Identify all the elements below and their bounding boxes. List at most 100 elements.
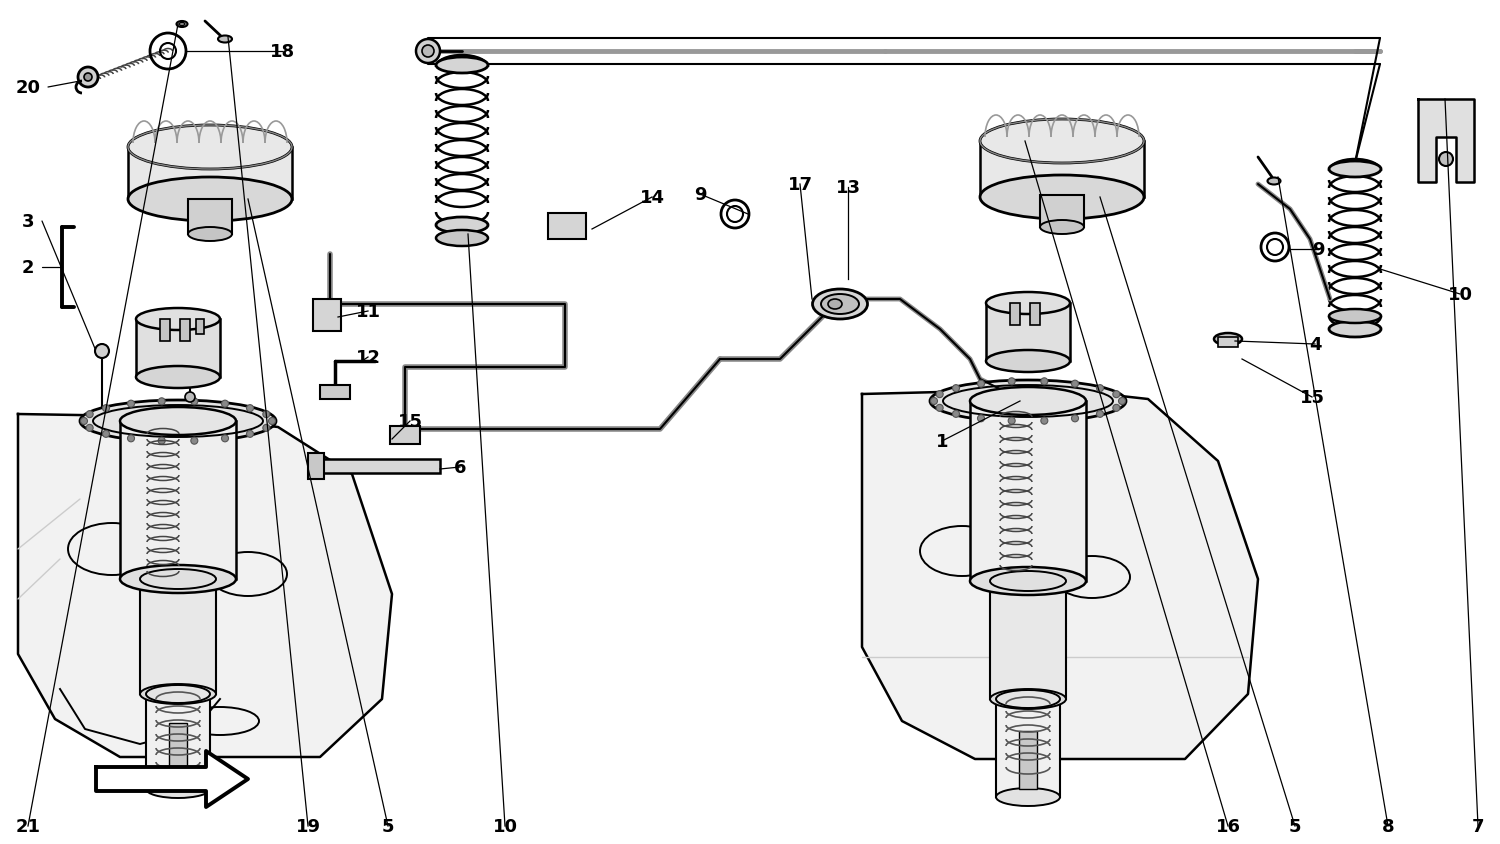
Bar [160, 320, 170, 342]
Circle shape [262, 425, 270, 432]
Text: 3: 3 [22, 213, 34, 230]
Ellipse shape [136, 366, 220, 388]
Bar [548, 214, 586, 240]
Circle shape [190, 398, 198, 405]
Ellipse shape [140, 570, 216, 589]
Circle shape [262, 411, 270, 418]
Ellipse shape [436, 58, 488, 74]
Bar [1218, 338, 1237, 348]
Circle shape [158, 398, 165, 405]
Ellipse shape [146, 780, 210, 798]
Text: 15: 15 [1299, 388, 1324, 407]
Circle shape [978, 415, 984, 422]
Circle shape [1113, 392, 1120, 398]
Circle shape [102, 405, 110, 412]
Circle shape [78, 68, 98, 88]
Circle shape [128, 436, 135, 442]
Circle shape [94, 344, 110, 359]
Ellipse shape [128, 126, 292, 170]
Bar [996, 699, 1060, 797]
Bar [196, 320, 204, 334]
Bar [170, 723, 188, 781]
Ellipse shape [140, 684, 216, 704]
Bar [188, 200, 232, 235]
Circle shape [222, 436, 228, 442]
Bar [146, 694, 210, 789]
Bar [1040, 196, 1084, 228]
Text: 8: 8 [1382, 817, 1395, 835]
Text: 19: 19 [296, 817, 321, 835]
Ellipse shape [990, 690, 1066, 709]
Polygon shape [96, 751, 248, 807]
Circle shape [952, 385, 960, 392]
Ellipse shape [996, 788, 1060, 806]
Ellipse shape [990, 571, 1066, 592]
Bar [990, 582, 1066, 699]
Text: 10: 10 [492, 817, 517, 835]
Ellipse shape [416, 40, 440, 64]
Polygon shape [1418, 100, 1474, 183]
Ellipse shape [120, 565, 236, 593]
Text: 5: 5 [1288, 817, 1300, 835]
Bar [120, 421, 236, 579]
Circle shape [1041, 378, 1048, 386]
Bar [180, 320, 190, 342]
Circle shape [1071, 381, 1078, 387]
Ellipse shape [986, 293, 1070, 315]
Ellipse shape [980, 120, 1144, 164]
Ellipse shape [1329, 322, 1382, 338]
Text: 18: 18 [270, 43, 294, 61]
Ellipse shape [136, 309, 220, 331]
Circle shape [158, 438, 165, 445]
Text: 10: 10 [1448, 285, 1473, 304]
Bar [986, 304, 1070, 361]
Ellipse shape [821, 295, 860, 315]
Text: 12: 12 [356, 349, 381, 366]
Ellipse shape [436, 218, 488, 234]
Ellipse shape [120, 408, 236, 436]
Ellipse shape [1040, 221, 1084, 235]
Bar [1030, 304, 1039, 326]
Circle shape [1041, 418, 1048, 425]
Ellipse shape [188, 228, 232, 241]
Bar [308, 453, 324, 479]
Text: 9: 9 [693, 186, 706, 203]
Bar [320, 386, 350, 399]
Circle shape [1119, 398, 1125, 405]
Text: 17: 17 [788, 176, 813, 194]
Circle shape [1438, 153, 1454, 167]
Text: 13: 13 [836, 179, 861, 197]
Circle shape [268, 418, 276, 425]
Circle shape [86, 411, 93, 418]
Circle shape [1008, 418, 1016, 425]
Circle shape [190, 438, 198, 445]
Bar [140, 579, 216, 694]
Text: 21: 21 [15, 817, 40, 835]
Bar [390, 426, 420, 445]
Circle shape [81, 418, 87, 425]
Ellipse shape [930, 381, 1126, 423]
Text: 6: 6 [453, 458, 466, 476]
Circle shape [246, 430, 254, 438]
Text: 15: 15 [398, 413, 423, 430]
Ellipse shape [1214, 333, 1242, 345]
Circle shape [102, 430, 110, 438]
Polygon shape [862, 390, 1258, 759]
Circle shape [936, 392, 944, 398]
Text: 1: 1 [936, 432, 948, 451]
Bar [980, 142, 1144, 197]
Circle shape [978, 381, 984, 387]
Circle shape [84, 74, 92, 82]
Ellipse shape [996, 690, 1060, 708]
Circle shape [1071, 415, 1078, 422]
Ellipse shape [970, 567, 1086, 595]
Text: 11: 11 [356, 303, 381, 321]
Text: 2: 2 [22, 259, 34, 277]
Ellipse shape [422, 46, 434, 58]
Ellipse shape [1268, 178, 1281, 186]
Bar [314, 300, 340, 332]
Circle shape [930, 398, 938, 405]
Bar [128, 148, 292, 200]
Ellipse shape [813, 289, 867, 320]
Circle shape [1008, 378, 1016, 386]
